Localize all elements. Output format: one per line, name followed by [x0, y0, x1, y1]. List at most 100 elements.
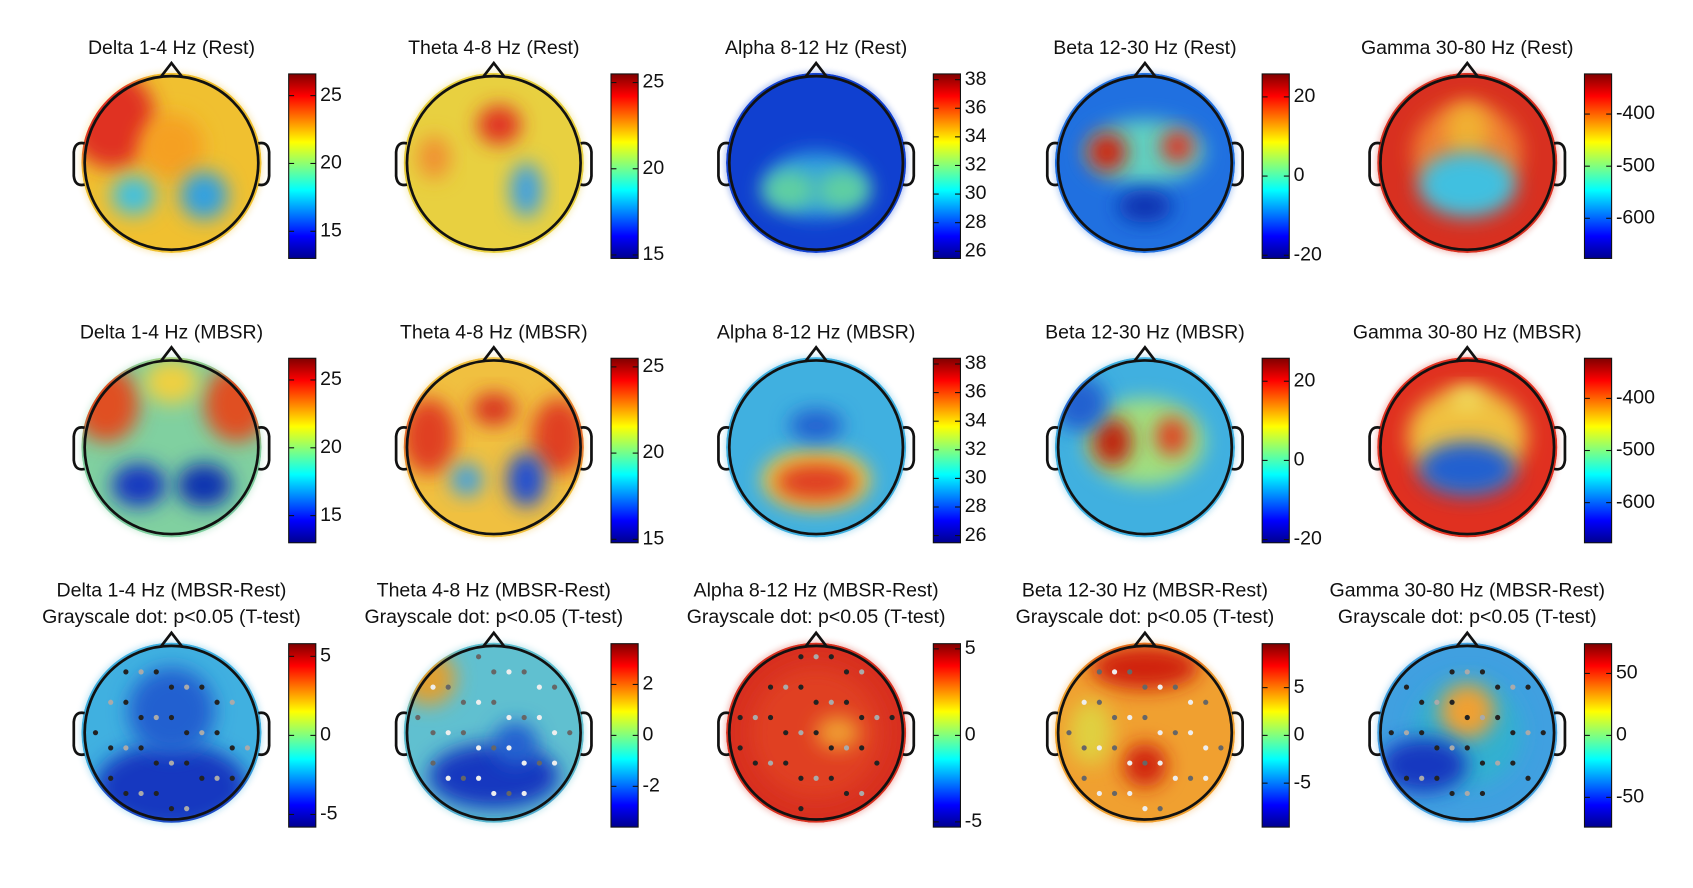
significance-dot [828, 775, 834, 781]
significance-dot [859, 714, 865, 721]
significance-dot [1479, 790, 1486, 797]
significance-dot [168, 714, 175, 721]
head-outline [83, 74, 260, 252]
panel-title: Alpha 8-12 Hz (MBSR) [717, 321, 915, 343]
topomap-panel: Gamma 30-80 Hz (MBSR) -600 -500 -400 [1353, 321, 1655, 544]
nose [1455, 345, 1480, 363]
scalp-blob [95, 743, 248, 823]
significance-dot [184, 760, 190, 766]
scalp-map [726, 72, 907, 253]
head-outline [83, 644, 260, 821]
ear-left [1368, 141, 1381, 187]
colorbar-tick-label: 0 [1294, 724, 1305, 746]
significance-dot [1525, 775, 1531, 781]
significance-dot [1187, 699, 1194, 705]
significance-dot [521, 790, 527, 797]
topomap-panel: Alpha 8-12 Hz (MBSR-Rest) Grayscale dot: … [687, 580, 983, 832]
panel-subtitle: Grayscale dot: p<0.05 (T-test) [1016, 606, 1275, 628]
panel-subtitle: Grayscale dot: p<0.05 (T-test) [687, 606, 946, 628]
significance-dot [1495, 760, 1501, 766]
significance-dot [491, 669, 497, 675]
significance-dot [92, 730, 99, 736]
panel-title: Beta 12-30 Hz (Rest) [1053, 37, 1236, 59]
ear-left [717, 141, 730, 187]
significance-dot [430, 684, 436, 690]
significance-dot [153, 669, 159, 675]
panel-subtitle: Grayscale dot: p<0.05 (T-test) [364, 606, 623, 628]
significance-dot [430, 730, 436, 736]
significance-dot [798, 775, 804, 781]
scalp-blob [204, 365, 262, 442]
nose [804, 60, 829, 79]
ear-left [394, 141, 408, 187]
nose [804, 630, 829, 648]
significance-dot [1510, 684, 1516, 690]
significance-dot [1510, 760, 1516, 766]
scalp-blob [477, 105, 521, 145]
significance-dot [1203, 699, 1209, 705]
significance-dot [767, 684, 774, 690]
significance-dot [1403, 730, 1410, 736]
scalp-map [403, 642, 584, 823]
colorbar-tick-label: 0 [320, 724, 331, 746]
topomap-panel: Theta 4-8 Hz (MBSR) 15 20 25 [394, 321, 664, 549]
significance-dot [1157, 684, 1163, 690]
colorbar [932, 73, 961, 259]
scalp-blob [1440, 683, 1495, 739]
colorbar-tick-label: -2 [642, 774, 659, 796]
colorbar-tick-label: 20 [320, 436, 342, 458]
colorbar-tick-label: -5 [1294, 771, 1311, 793]
significance-dot [123, 669, 129, 675]
significance-dot [813, 654, 819, 660]
panel-title: Delta 1-4 Hz (MBSR) [80, 321, 263, 343]
scalp-blob [1117, 190, 1173, 223]
significance-dot [1464, 669, 1470, 675]
panel-title: Beta 12-30 Hz (MBSR) [1045, 321, 1245, 343]
topomap-panel: Alpha 8-12 Hz (Rest) 26 28 30 32 34 36 38 [717, 37, 987, 261]
ear-right [1553, 426, 1567, 471]
head-outline [405, 359, 582, 536]
colorbar-tick-label: -20 [1294, 528, 1322, 550]
significance-dot [1495, 714, 1501, 721]
nose [481, 345, 506, 363]
significance-dot [551, 730, 558, 736]
colorbar-tick-label: 34 [965, 125, 987, 147]
scalp-blob [1380, 738, 1468, 793]
significance-dot [445, 684, 451, 690]
colorbar [1261, 73, 1290, 259]
panel-title: Delta 1-4 Hz (Rest) [88, 37, 255, 59]
significance-dot [153, 760, 159, 766]
colorbar-tick-label: 30 [965, 467, 987, 489]
significance-dot [1540, 730, 1546, 736]
significance-dot [1434, 775, 1440, 781]
colorbar-tick-label: -600 [1616, 206, 1655, 228]
significance-dot [1127, 714, 1133, 721]
colorbar-tick-label: 32 [965, 438, 987, 460]
significance-dot [1449, 699, 1455, 705]
significance-dot [1187, 730, 1194, 736]
significance-dot [752, 760, 758, 766]
topomap-panel: Beta 12-30 Hz (Rest) -20 0 20 [1045, 37, 1322, 265]
significance-dot [214, 699, 220, 705]
scalp-blob [531, 398, 584, 475]
ear-left [1368, 426, 1381, 471]
panel-title: Theta 4-8 Hz (MBSR) [400, 321, 588, 343]
head-outline [1056, 359, 1234, 536]
significance-dot [1127, 760, 1133, 766]
ear-left [394, 426, 408, 471]
topomap-panel: Gamma 30-80 Hz (MBSR-Rest) Grayscale dot:… [1330, 580, 1644, 828]
significance-dot [798, 654, 804, 660]
panel-title: Gamma 30-80 Hz (Rest) [1361, 37, 1574, 59]
significance-dot [415, 714, 421, 721]
significance-dot [445, 775, 451, 781]
colorbar-tick-label: 36 [965, 381, 987, 403]
significance-dot [460, 730, 467, 736]
colorbar-tick-label: 20 [642, 441, 664, 463]
significance-dot [1157, 760, 1163, 766]
colorbar-tick-label: 20 [320, 152, 342, 174]
colorbar-tick-label: -600 [1616, 491, 1655, 513]
colorbar-tick-label: 25 [320, 84, 342, 106]
colorbar [1261, 357, 1290, 544]
significance-dot [491, 699, 497, 705]
colorbar-tick-label: 15 [320, 504, 342, 526]
